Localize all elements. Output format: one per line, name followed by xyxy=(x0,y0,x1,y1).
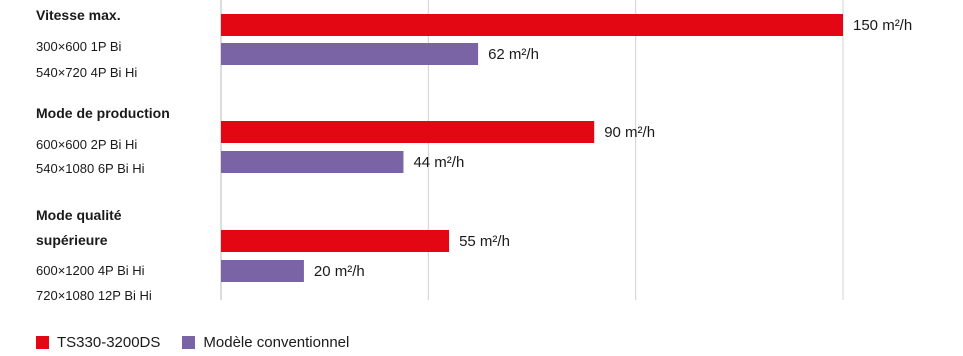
legend-swatch-ts330 xyxy=(36,336,49,349)
bar-conventionnel xyxy=(221,260,304,282)
group-title: Vitesse max. xyxy=(36,7,121,23)
data-label: 90 m²/h xyxy=(604,124,655,141)
row-label: 720×1080 12P Bi Hi xyxy=(36,288,152,303)
data-label: 55 m²/h xyxy=(459,233,510,250)
group-title: supérieure xyxy=(36,232,108,248)
bars: 150 m²/h 62 m²/h 90 m²/h 44 m²/h 55 m²/h 20 m… xyxy=(221,14,912,282)
legend-label-conventionnel: Modèle conventionnel xyxy=(203,334,350,351)
row-label: 600×1200 4P Bi Hi xyxy=(36,263,145,278)
bar-ts330 xyxy=(221,121,595,143)
row-label: 540×720 4P Bi Hi xyxy=(36,65,137,80)
group-title: Mode qualité xyxy=(36,207,122,223)
data-label: 62 m²/h xyxy=(488,46,539,63)
data-label: 20 m²/h xyxy=(314,263,365,280)
legend-item-ts330: TS330-3200DS xyxy=(36,334,160,351)
legend-item-conventionnel: Modèle conventionnel xyxy=(182,334,349,351)
bar-chart: Vitesse max. 300×600 1P Bi 540×720 4P Bi H… xyxy=(36,0,912,303)
legend: TS330-3200DS Modèle conventionnel xyxy=(36,334,371,351)
legend-label-ts330: TS330-3200DS xyxy=(57,334,161,351)
bar-ts330 xyxy=(221,14,843,36)
data-label: 150 m²/h xyxy=(853,17,912,34)
category-labels: Vitesse max. 300×600 1P Bi 540×720 4P Bi H… xyxy=(36,7,170,303)
legend-swatch-conventionnel xyxy=(182,336,196,349)
row-label: 600×600 2P Bi Hi xyxy=(36,137,137,152)
row-label: 540×1080 6P Bi Hi xyxy=(36,161,145,176)
row-label: 300×600 1P Bi xyxy=(36,39,122,54)
bar-ts330 xyxy=(221,230,450,252)
group-title: Mode de production xyxy=(36,105,170,121)
bar-conventionnel xyxy=(221,151,404,173)
bar-conventionnel xyxy=(221,43,479,65)
data-label: 44 m²/h xyxy=(413,154,464,171)
